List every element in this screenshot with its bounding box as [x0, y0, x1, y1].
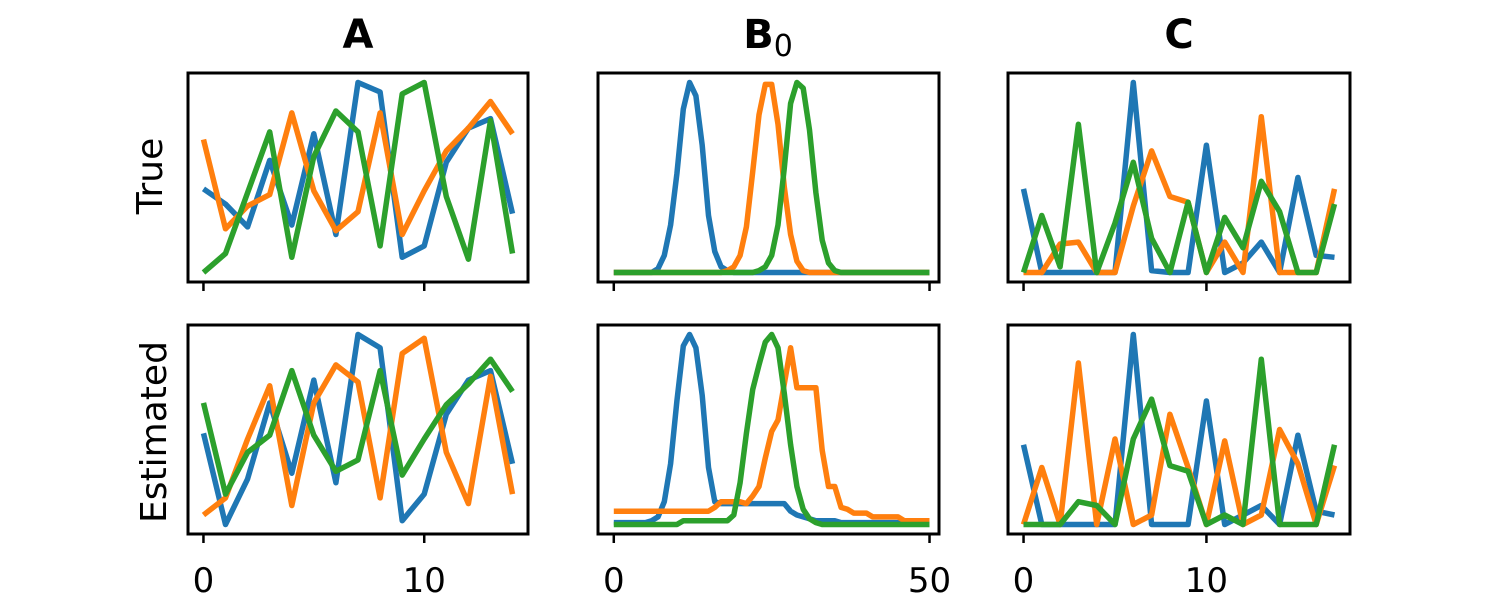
row-label-true: True [130, 138, 171, 215]
x-tick-label-b0-0: 0 [603, 561, 625, 600]
column-title-a: A [343, 12, 374, 58]
column-title-b-subscript: 0 [774, 29, 793, 64]
series-1-line [1020, 79, 1335, 276]
x-tick-label-c-10: 10 [1185, 561, 1228, 600]
panel-b0-true [596, 71, 941, 291]
series-1-line [1020, 331, 1336, 528]
x-tick-label-b0-50: 50 [908, 561, 951, 600]
axes-frame [1006, 71, 1352, 284]
axes-frame [596, 71, 941, 284]
series-2-line [200, 98, 515, 238]
series-3-line [1020, 121, 1338, 276]
column-title-c: C [1164, 12, 1193, 58]
series-3-line [200, 356, 515, 497]
series-2-line [613, 345, 930, 524]
x-tick-label-a-0: 0 [193, 561, 215, 600]
panel-c-estimated [1006, 323, 1352, 543]
series-3-line [201, 79, 516, 275]
axes-frame [186, 71, 530, 284]
panel-a-estimated [186, 323, 530, 543]
series-2-line [1023, 113, 1338, 276]
series-3-line [1023, 356, 1338, 528]
panel-a-true [186, 71, 530, 291]
axes-frame [596, 323, 941, 536]
series-2-line [201, 335, 516, 518]
series-3-line [613, 79, 930, 276]
axes-frame [186, 323, 530, 536]
axes-frame [1006, 323, 1352, 536]
x-tick-label-a-10: 10 [403, 561, 446, 600]
series-3-line [613, 331, 930, 528]
panel-c-true [1006, 71, 1352, 291]
panel-b0-estimated [596, 323, 941, 543]
x-tick-label-c-0: 0 [1013, 561, 1035, 600]
column-title-b: B0 [743, 12, 793, 64]
series-2-line [1020, 360, 1338, 528]
row-label-estimated: Estimated [134, 341, 175, 523]
